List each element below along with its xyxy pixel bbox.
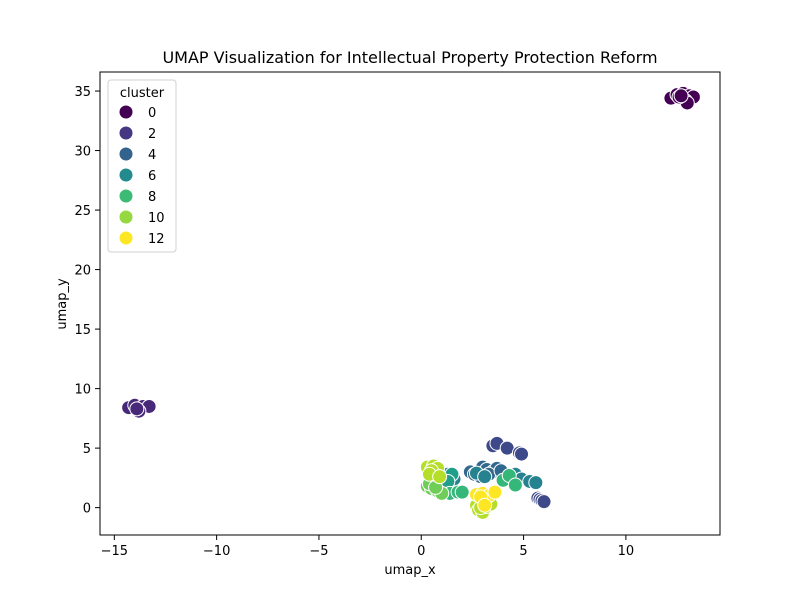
- legend-label-10: 10: [148, 211, 165, 226]
- point-cluster-6-2: [507, 477, 523, 493]
- legend-label-12: 12: [148, 232, 165, 247]
- point-cluster-4-8: [528, 475, 544, 491]
- y-tick-label: 10: [74, 383, 91, 398]
- legend-label-8: 8: [148, 190, 156, 205]
- y-tick-label: 30: [74, 145, 91, 160]
- x-tick-label: 0: [417, 544, 425, 559]
- point-cluster-2-4: [514, 446, 530, 462]
- y-tick-label: 20: [74, 264, 91, 279]
- legend-frame: [107, 79, 177, 253]
- legend-marker-10: [119, 210, 133, 224]
- legend-label-0: 0: [148, 106, 156, 121]
- x-axis-ticks: −15 −10 −5 0 5 10: [101, 535, 635, 559]
- legend: cluster 0 2 4 6 8 10 12: [107, 79, 177, 253]
- point-cluster-2-8: [536, 494, 552, 510]
- y-tick-label: 15: [74, 323, 91, 338]
- point-cluster-0-8: [673, 88, 689, 104]
- legend-label-6: 6: [148, 169, 156, 184]
- point-cluster-8-5: [432, 469, 448, 485]
- y-tick-label: 35: [74, 85, 91, 100]
- legend-label-4: 4: [148, 148, 156, 163]
- point-cluster-4-4: [477, 469, 493, 485]
- chart-title: UMAP Visualization for Intellectual Prop…: [162, 48, 657, 67]
- legend-marker-4: [119, 147, 133, 161]
- x-tick-label: 5: [519, 544, 527, 559]
- y-tick-label: 5: [83, 442, 91, 457]
- point-cluster-9-5: [477, 497, 493, 513]
- y-tick-label: 25: [74, 204, 91, 219]
- point-cluster-6-6: [454, 484, 470, 500]
- legend-marker-2: [119, 126, 133, 140]
- legend-marker-12: [119, 231, 133, 245]
- point-cluster-9-3: [487, 484, 503, 500]
- plot-frame: [99, 71, 721, 536]
- y-axis-label: umap_y: [55, 278, 70, 330]
- point-cluster-1-5: [129, 401, 145, 417]
- points-layer: [121, 85, 701, 520]
- x-tick-label: −15: [101, 544, 128, 559]
- x-tick-label: 10: [618, 544, 635, 559]
- x-tick-label: −10: [203, 544, 230, 559]
- x-tick-label: −5: [309, 544, 328, 559]
- y-axis-ticks: 0 5 10 15 20 25 30 35: [74, 85, 100, 517]
- legend-marker-6: [119, 168, 133, 182]
- legend-title: cluster: [120, 86, 165, 101]
- legend-label-2: 2: [148, 127, 156, 142]
- legend-entries: 0 2 4 6 8 10 12: [119, 105, 165, 247]
- y-tick-label: 0: [83, 502, 91, 517]
- legend-marker-8: [119, 189, 133, 203]
- x-axis-label: umap_x: [384, 563, 436, 578]
- legend-marker-0: [119, 105, 133, 119]
